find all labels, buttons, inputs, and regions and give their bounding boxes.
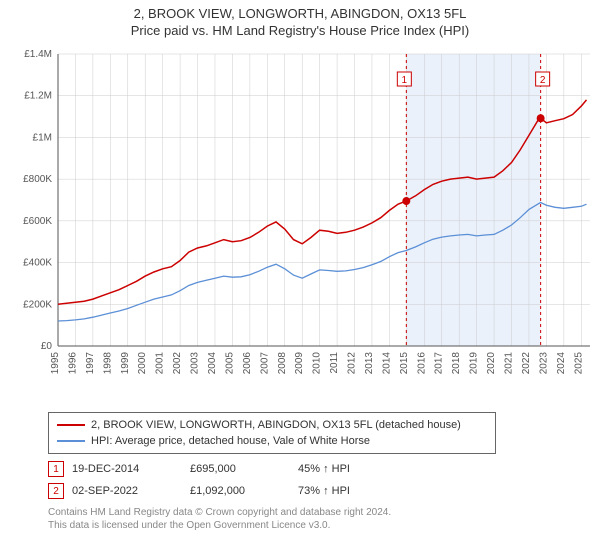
svg-text:2015: 2015 [399, 352, 410, 375]
svg-text:1999: 1999 [120, 352, 131, 375]
svg-text:1: 1 [402, 75, 408, 86]
svg-text:2020: 2020 [486, 352, 497, 375]
svg-text:2012: 2012 [347, 352, 358, 375]
marker-badge: 2 [48, 483, 64, 499]
marker-date: 02-SEP-2022 [72, 485, 182, 497]
marker-row: 2 02-SEP-2022 £1,092,000 73% ↑ HPI [48, 480, 398, 502]
svg-text:2000: 2000 [137, 352, 148, 375]
svg-text:£0: £0 [41, 341, 53, 352]
svg-text:1996: 1996 [67, 352, 78, 375]
svg-text:2005: 2005 [224, 352, 235, 375]
svg-text:1998: 1998 [102, 352, 113, 375]
svg-text:2001: 2001 [155, 352, 166, 375]
marker-badge: 1 [48, 461, 64, 477]
svg-text:2022: 2022 [521, 352, 532, 375]
svg-text:2017: 2017 [434, 352, 445, 375]
svg-text:2023: 2023 [538, 352, 549, 375]
svg-text:£1.4M: £1.4M [24, 49, 52, 60]
legend: 2, BROOK VIEW, LONGWORTH, ABINGDON, OX13… [48, 412, 496, 454]
marker-price: £695,000 [190, 463, 290, 475]
svg-text:2009: 2009 [294, 352, 305, 375]
svg-text:2021: 2021 [504, 352, 515, 375]
svg-text:2006: 2006 [242, 352, 253, 375]
svg-text:£600K: £600K [23, 216, 52, 227]
marker-hpi: 45% ↑ HPI [298, 463, 398, 475]
svg-text:2007: 2007 [259, 352, 270, 375]
legend-item: 2, BROOK VIEW, LONGWORTH, ABINGDON, OX13… [57, 417, 487, 433]
svg-text:2004: 2004 [207, 352, 218, 375]
svg-text:2024: 2024 [556, 352, 567, 375]
marker-price: £1,092,000 [190, 485, 290, 497]
footer-line1: Contains HM Land Registry data © Crown c… [48, 506, 391, 519]
svg-text:2008: 2008 [277, 352, 288, 375]
svg-text:£1.2M: £1.2M [24, 91, 52, 102]
legend-swatch [57, 440, 85, 442]
svg-text:2011: 2011 [329, 352, 340, 374]
marker-row: 1 19-DEC-2014 £695,000 45% ↑ HPI [48, 458, 398, 480]
svg-text:2: 2 [540, 75, 546, 86]
svg-text:2002: 2002 [172, 352, 183, 375]
legend-swatch [57, 424, 85, 426]
svg-text:2025: 2025 [573, 352, 584, 375]
svg-text:1995: 1995 [50, 352, 61, 375]
svg-text:1997: 1997 [85, 352, 96, 375]
svg-text:2018: 2018 [451, 352, 462, 375]
line-chart: £0 £200K £400K £600K £800K £1M £1.2M £1.4M 1995 1… [0, 44, 600, 404]
legend-label: 2, BROOK VIEW, LONGWORTH, ABINGDON, OX13… [91, 419, 461, 431]
footer: Contains HM Land Registry data © Crown c… [48, 506, 391, 532]
legend-label: HPI: Average price, detached house, Vale… [91, 435, 370, 447]
svg-text:2013: 2013 [364, 352, 375, 375]
marker-hpi: 73% ↑ HPI [298, 485, 398, 497]
marker-date: 19-DEC-2014 [72, 463, 182, 475]
svg-text:£1M: £1M [33, 132, 52, 143]
svg-text:2014: 2014 [381, 352, 392, 375]
svg-text:£800K: £800K [23, 174, 52, 185]
legend-item: HPI: Average price, detached house, Vale… [57, 433, 487, 449]
chart-title-line2: Price paid vs. HM Land Registry's House … [0, 21, 600, 38]
marker-table: 1 19-DEC-2014 £695,000 45% ↑ HPI 2 02-SE… [48, 458, 398, 502]
svg-text:£200K: £200K [23, 299, 52, 310]
svg-text:2003: 2003 [190, 352, 201, 375]
svg-text:2010: 2010 [312, 352, 323, 375]
footer-line2: This data is licensed under the Open Gov… [48, 519, 391, 532]
svg-text:2016: 2016 [416, 352, 427, 375]
svg-text:£400K: £400K [23, 258, 52, 269]
chart-container: 2, BROOK VIEW, LONGWORTH, ABINGDON, OX13… [0, 0, 600, 560]
chart-title-line1: 2, BROOK VIEW, LONGWORTH, ABINGDON, OX13… [0, 0, 600, 21]
svg-text:2019: 2019 [469, 352, 480, 375]
